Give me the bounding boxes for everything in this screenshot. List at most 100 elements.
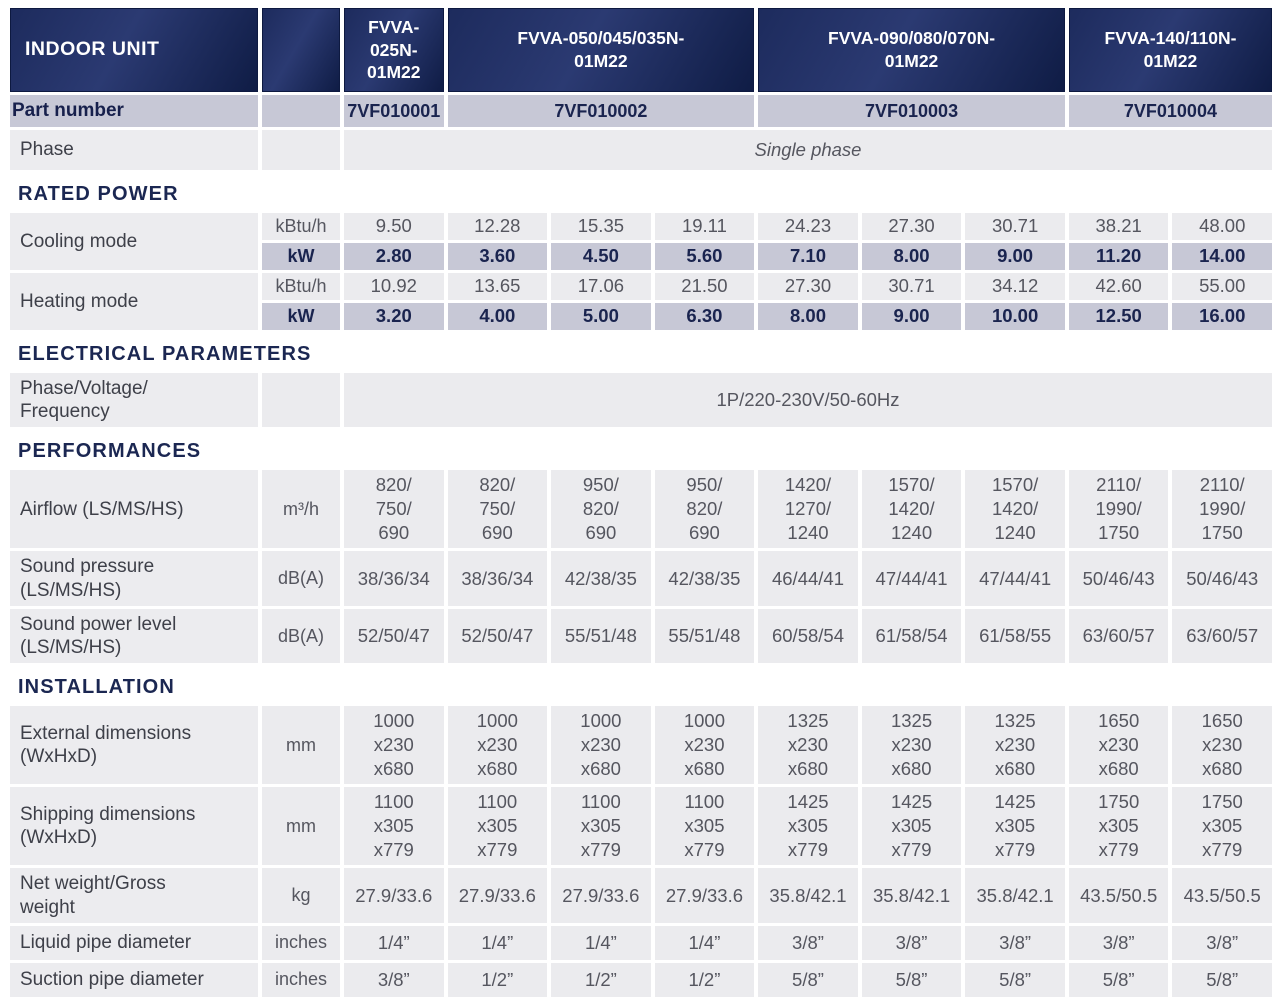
table-title: INDOOR UNIT xyxy=(10,8,258,92)
phase-label: Phase xyxy=(10,130,258,170)
value-heating-mode-kbtu-col7: 34.12 xyxy=(965,273,1065,300)
value-liquid-pipe-diameter-col3: 1/4” xyxy=(551,925,651,960)
value-heating-mode-kbtu-col6: 30.71 xyxy=(861,273,962,300)
value-external-dimensions-col9: 1650 x230 x680 xyxy=(1172,706,1272,785)
unit-suction-pipe-diameter: inches xyxy=(262,962,340,997)
value-sound-pressure-col2: 38/36/34 xyxy=(447,551,548,606)
value-sound-pressure-col7: 47/44/41 xyxy=(965,551,1065,606)
value-liquid-pipe-diameter-col6: 3/8” xyxy=(861,925,962,960)
unit-liquid-pipe-diameter: inches xyxy=(262,925,340,960)
row-label-net-gross-weight: Net weight/Gross weight xyxy=(10,868,258,923)
value-cooling-mode-kbtu-col4: 19.11 xyxy=(654,213,755,240)
value-cooling-mode-kbtu-col8: 38.21 xyxy=(1068,213,1169,240)
value-cooling-mode-kw-col1: 2.80 xyxy=(344,243,444,270)
row-label-heating-mode: Heating mode xyxy=(10,273,258,330)
row-label-sound-power-level: Sound power level (LS/MS/HS) xyxy=(10,608,258,664)
value-net-gross-weight-col2: 27.9/33.6 xyxy=(447,868,548,923)
value-net-gross-weight-col1: 27.9/33.6 xyxy=(344,868,444,923)
unit-external-dimensions: mm xyxy=(262,706,340,785)
value-shipping-dimensions-col3: 1100 x305 x779 xyxy=(551,787,651,866)
value-liquid-pipe-diameter-col2: 1/4” xyxy=(447,925,548,960)
value-sound-pressure-col6: 47/44/41 xyxy=(861,551,962,606)
value-net-gross-weight-col7: 35.8/42.1 xyxy=(965,868,1065,923)
part-number-unit-spacer xyxy=(262,95,340,127)
unit-sound-pressure: dB(A) xyxy=(262,551,340,606)
value-suction-pipe-diameter-col3: 1/2” xyxy=(551,962,651,997)
section-grid-electrical-parameters: Phase/Voltage/ Frequency 1P/220-230V/50-6… xyxy=(10,373,1272,428)
value-liquid-pipe-diameter-col9: 3/8” xyxy=(1172,925,1272,960)
value-liquid-pipe-diameter-col8: 3/8” xyxy=(1068,925,1169,960)
value-cooling-mode-kw-col5: 7.10 xyxy=(758,243,858,270)
row-label-sound-pressure: Sound pressure (LS/MS/HS) xyxy=(10,551,258,606)
part-number-label: Part number xyxy=(10,95,258,127)
value-shipping-dimensions-col1: 1100 x305 x779 xyxy=(344,787,444,866)
section-title-electrical-parameters: ELECTRICAL PARAMETERS xyxy=(18,343,312,365)
value-net-gross-weight-col9: 43.5/50.5 xyxy=(1172,868,1272,923)
section-title-performances: PERFORMANCES xyxy=(18,440,202,463)
value-shipping-dimensions-col6: 1425 x305 x779 xyxy=(861,787,962,866)
value-heating-mode-kw-col5: 8.00 xyxy=(758,303,858,330)
value-cooling-mode-kbtu-col2: 12.28 xyxy=(447,213,548,240)
unit-cooling-mode-kbtu: kBtu/h xyxy=(262,213,340,240)
value-heating-mode-kbtu-col2: 13.65 xyxy=(447,273,548,300)
value-net-gross-weight-col4: 27.9/33.6 xyxy=(654,868,755,923)
value-cooling-mode-kbtu-col6: 27.30 xyxy=(861,213,962,240)
value-shipping-dimensions-col9: 1750 x305 x779 xyxy=(1172,787,1272,866)
value-net-gross-weight-col8: 43.5/50.5 xyxy=(1068,868,1169,923)
part-number-value-1: 7VF010001 xyxy=(344,95,444,127)
value-heating-mode-kw-col9: 16.00 xyxy=(1172,303,1272,330)
value-cooling-mode-kw-col6: 8.00 xyxy=(861,243,962,270)
value-net-gross-weight-col3: 27.9/33.6 xyxy=(551,868,651,923)
value-liquid-pipe-diameter-col1: 1/4” xyxy=(344,925,444,960)
part-number-value-3: 7VF010003 xyxy=(758,95,1065,127)
value-heating-mode-kw-col6: 9.00 xyxy=(861,303,962,330)
value-airflow-col3: 950/ 820/ 690 xyxy=(551,470,651,549)
value-cooling-mode-kw-col3: 4.50 xyxy=(551,243,651,270)
value-airflow-col4: 950/ 820/ 690 xyxy=(654,470,755,549)
row-label-suction-pipe-diameter: Suction pipe diameter xyxy=(10,962,258,997)
model-header-3: FVVA-090/080/070N- 01M22 xyxy=(758,8,1065,92)
value-airflow-col6: 1570/ 1420/ 1240 xyxy=(861,470,962,549)
table-sections: RATED POWER Cooling mode kBtu/h 9.50 12.28 15… xyxy=(10,183,1272,997)
value-suction-pipe-diameter-col4: 1/2” xyxy=(654,962,755,997)
value-sound-power-level-col4: 55/51/48 xyxy=(654,608,755,664)
value-airflow-col2: 820/ 750/ 690 xyxy=(447,470,548,549)
header-unit-spacer xyxy=(262,8,340,92)
model-header-1: FVVA- 025N- 01M22 xyxy=(344,8,444,92)
value-sound-pressure-col9: 50/46/43 xyxy=(1172,551,1272,606)
value-liquid-pipe-diameter-col7: 3/8” xyxy=(965,925,1065,960)
value-sound-power-level-col2: 52/50/47 xyxy=(447,608,548,664)
value-sound-pressure-col1: 38/36/34 xyxy=(344,551,444,606)
value-heating-mode-kw-col4: 6.30 xyxy=(654,303,755,330)
value-sound-power-level-col3: 55/51/48 xyxy=(551,608,651,664)
section-title-installation: INSTALLATION xyxy=(18,676,175,699)
value-heating-mode-kbtu-col9: 55.00 xyxy=(1172,273,1272,300)
value-heating-mode-kw-col7: 10.00 xyxy=(965,303,1065,330)
row-label-liquid-pipe-diameter: Liquid pipe diameter xyxy=(10,925,258,960)
table-header-block: INDOOR UNIT FVVA- 025N- 01M22 FVVA-050/045… xyxy=(10,8,1272,170)
section-title-rated-power: RATED POWER xyxy=(18,183,179,205)
value-cooling-mode-kw-col8: 11.20 xyxy=(1068,243,1169,270)
value-suction-pipe-diameter-col9: 5/8” xyxy=(1172,962,1272,997)
row-label-phase-voltage-frequency: Phase/Voltage/ Frequency xyxy=(10,373,258,428)
value-sound-power-level-col7: 61/58/55 xyxy=(965,608,1065,664)
value-phase-voltage-frequency: 1P/220-230V/50-60Hz xyxy=(344,373,1272,428)
value-liquid-pipe-diameter-col5: 3/8” xyxy=(758,925,858,960)
value-heating-mode-kbtu-col4: 21.50 xyxy=(654,273,755,300)
value-suction-pipe-diameter-col2: 1/2” xyxy=(447,962,548,997)
value-sound-power-level-col9: 63/60/57 xyxy=(1172,608,1272,664)
value-heating-mode-kbtu-col1: 10.92 xyxy=(344,273,444,300)
value-cooling-mode-kw-col4: 5.60 xyxy=(654,243,755,270)
value-cooling-mode-kbtu-col9: 48.00 xyxy=(1172,213,1272,240)
value-heating-mode-kw-col1: 3.20 xyxy=(344,303,444,330)
value-heating-mode-kbtu-col8: 42.60 xyxy=(1068,273,1169,300)
value-liquid-pipe-diameter-col4: 1/4” xyxy=(654,925,755,960)
value-airflow-col7: 1570/ 1420/ 1240 xyxy=(965,470,1065,549)
row-label-shipping-dimensions: Shipping dimensions (WxHxD) xyxy=(10,787,258,866)
value-external-dimensions-col7: 1325 x230 x680 xyxy=(965,706,1065,785)
value-net-gross-weight-col5: 35.8/42.1 xyxy=(758,868,858,923)
row-label-cooling-mode: Cooling mode xyxy=(10,213,258,270)
value-airflow-col1: 820/ 750/ 690 xyxy=(344,470,444,549)
value-external-dimensions-col1: 1000 x230 x680 xyxy=(344,706,444,785)
